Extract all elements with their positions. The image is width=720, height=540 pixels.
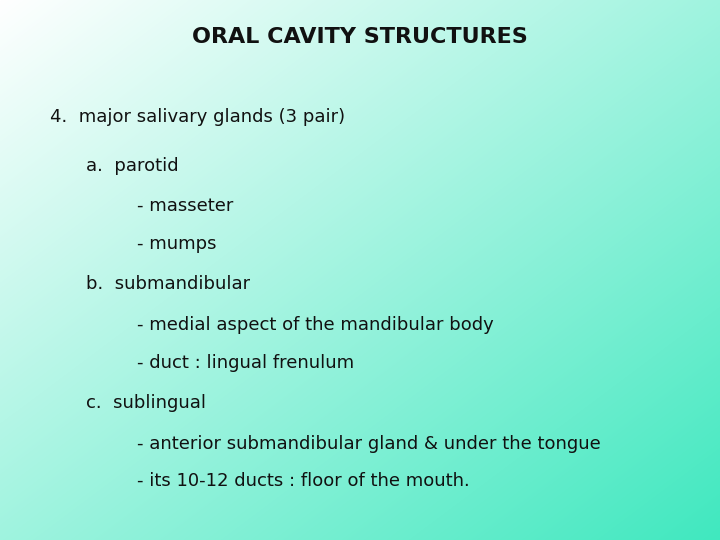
Text: b.  submandibular: b. submandibular — [86, 275, 251, 293]
Text: - masseter: - masseter — [137, 197, 233, 215]
Text: - duct : lingual frenulum: - duct : lingual frenulum — [137, 354, 354, 372]
Text: 4.  major salivary glands (3 pair): 4. major salivary glands (3 pair) — [50, 108, 346, 126]
Text: - mumps: - mumps — [137, 235, 216, 253]
Text: - anterior submandibular gland & under the tongue: - anterior submandibular gland & under t… — [137, 435, 600, 453]
Text: ORAL CAVITY STRUCTURES: ORAL CAVITY STRUCTURES — [192, 27, 528, 47]
Text: a.  parotid: a. parotid — [86, 157, 179, 174]
Text: - medial aspect of the mandibular body: - medial aspect of the mandibular body — [137, 316, 493, 334]
Text: c.  sublingual: c. sublingual — [86, 394, 207, 412]
Text: - its 10-12 ducts : floor of the mouth.: - its 10-12 ducts : floor of the mouth. — [137, 472, 469, 490]
